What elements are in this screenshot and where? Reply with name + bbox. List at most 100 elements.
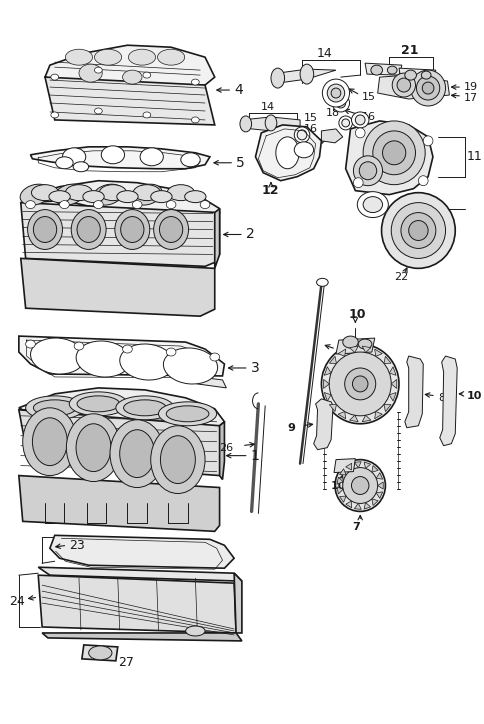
Polygon shape: [21, 258, 214, 316]
Text: 10: 10: [348, 308, 365, 321]
Ellipse shape: [153, 209, 188, 250]
Text: 22: 22: [393, 272, 408, 282]
Polygon shape: [329, 356, 336, 363]
Text: 16: 16: [303, 124, 318, 134]
Ellipse shape: [159, 216, 182, 243]
Ellipse shape: [115, 209, 150, 250]
Polygon shape: [362, 346, 370, 353]
Polygon shape: [404, 356, 423, 428]
Ellipse shape: [157, 49, 184, 65]
Ellipse shape: [123, 400, 166, 416]
Polygon shape: [38, 567, 242, 581]
Polygon shape: [349, 346, 358, 353]
Polygon shape: [321, 129, 342, 143]
Ellipse shape: [331, 88, 340, 98]
Polygon shape: [219, 422, 224, 479]
Polygon shape: [277, 69, 335, 83]
Ellipse shape: [166, 406, 209, 422]
Ellipse shape: [392, 73, 415, 97]
Text: 17: 17: [463, 93, 477, 103]
Polygon shape: [363, 502, 370, 509]
Polygon shape: [362, 416, 370, 421]
Polygon shape: [333, 458, 355, 473]
Polygon shape: [439, 356, 456, 446]
Polygon shape: [324, 367, 331, 375]
Ellipse shape: [128, 49, 155, 65]
Text: 25: 25: [337, 345, 353, 358]
Text: 10: 10: [331, 481, 346, 491]
Ellipse shape: [322, 79, 349, 107]
Ellipse shape: [26, 340, 35, 348]
Polygon shape: [389, 392, 395, 401]
Polygon shape: [336, 487, 342, 494]
Ellipse shape: [151, 190, 172, 203]
Ellipse shape: [54, 184, 84, 205]
Ellipse shape: [370, 65, 382, 75]
Ellipse shape: [355, 128, 364, 138]
Ellipse shape: [353, 177, 363, 188]
Ellipse shape: [77, 216, 100, 243]
Ellipse shape: [151, 426, 205, 494]
Polygon shape: [337, 349, 345, 356]
Ellipse shape: [51, 112, 59, 118]
Ellipse shape: [94, 49, 121, 65]
Ellipse shape: [120, 430, 154, 478]
Ellipse shape: [122, 345, 132, 353]
Ellipse shape: [74, 342, 84, 350]
Ellipse shape: [140, 148, 163, 166]
Polygon shape: [339, 496, 346, 502]
Polygon shape: [339, 468, 346, 475]
Ellipse shape: [335, 98, 345, 108]
Ellipse shape: [93, 201, 103, 209]
Polygon shape: [345, 121, 432, 195]
Text: 7: 7: [352, 522, 360, 532]
Ellipse shape: [65, 49, 92, 65]
Text: 1: 1: [250, 449, 259, 463]
Text: 14: 14: [316, 46, 332, 59]
Polygon shape: [190, 376, 226, 388]
Ellipse shape: [352, 376, 367, 392]
Polygon shape: [50, 535, 234, 568]
Ellipse shape: [133, 185, 160, 201]
Text: 27: 27: [118, 657, 134, 670]
Polygon shape: [354, 503, 361, 510]
Polygon shape: [45, 45, 214, 87]
Ellipse shape: [31, 185, 59, 201]
Ellipse shape: [184, 190, 206, 203]
Ellipse shape: [94, 67, 102, 73]
Ellipse shape: [341, 119, 349, 127]
Text: 24: 24: [9, 594, 25, 607]
Ellipse shape: [332, 94, 349, 112]
Polygon shape: [324, 392, 331, 401]
Polygon shape: [19, 476, 219, 531]
Ellipse shape: [421, 71, 430, 79]
Polygon shape: [371, 499, 378, 505]
Ellipse shape: [271, 68, 284, 88]
Text: 5: 5: [236, 156, 244, 169]
Ellipse shape: [116, 396, 174, 420]
Text: 2: 2: [245, 227, 254, 242]
Ellipse shape: [355, 115, 364, 125]
Polygon shape: [383, 405, 390, 411]
Polygon shape: [383, 356, 390, 363]
Polygon shape: [323, 379, 329, 389]
Polygon shape: [19, 410, 222, 476]
Polygon shape: [374, 349, 381, 356]
Polygon shape: [337, 411, 345, 418]
Polygon shape: [38, 575, 236, 633]
Ellipse shape: [363, 121, 424, 185]
Ellipse shape: [181, 153, 200, 167]
Ellipse shape: [33, 400, 76, 416]
Ellipse shape: [408, 221, 427, 240]
Ellipse shape: [23, 408, 77, 476]
Polygon shape: [329, 405, 336, 411]
Ellipse shape: [334, 460, 385, 511]
Ellipse shape: [166, 348, 176, 356]
Ellipse shape: [416, 76, 439, 100]
Polygon shape: [364, 63, 401, 75]
Ellipse shape: [321, 344, 398, 424]
Ellipse shape: [160, 436, 195, 484]
Polygon shape: [374, 411, 381, 418]
Ellipse shape: [32, 418, 67, 466]
Ellipse shape: [143, 112, 151, 118]
